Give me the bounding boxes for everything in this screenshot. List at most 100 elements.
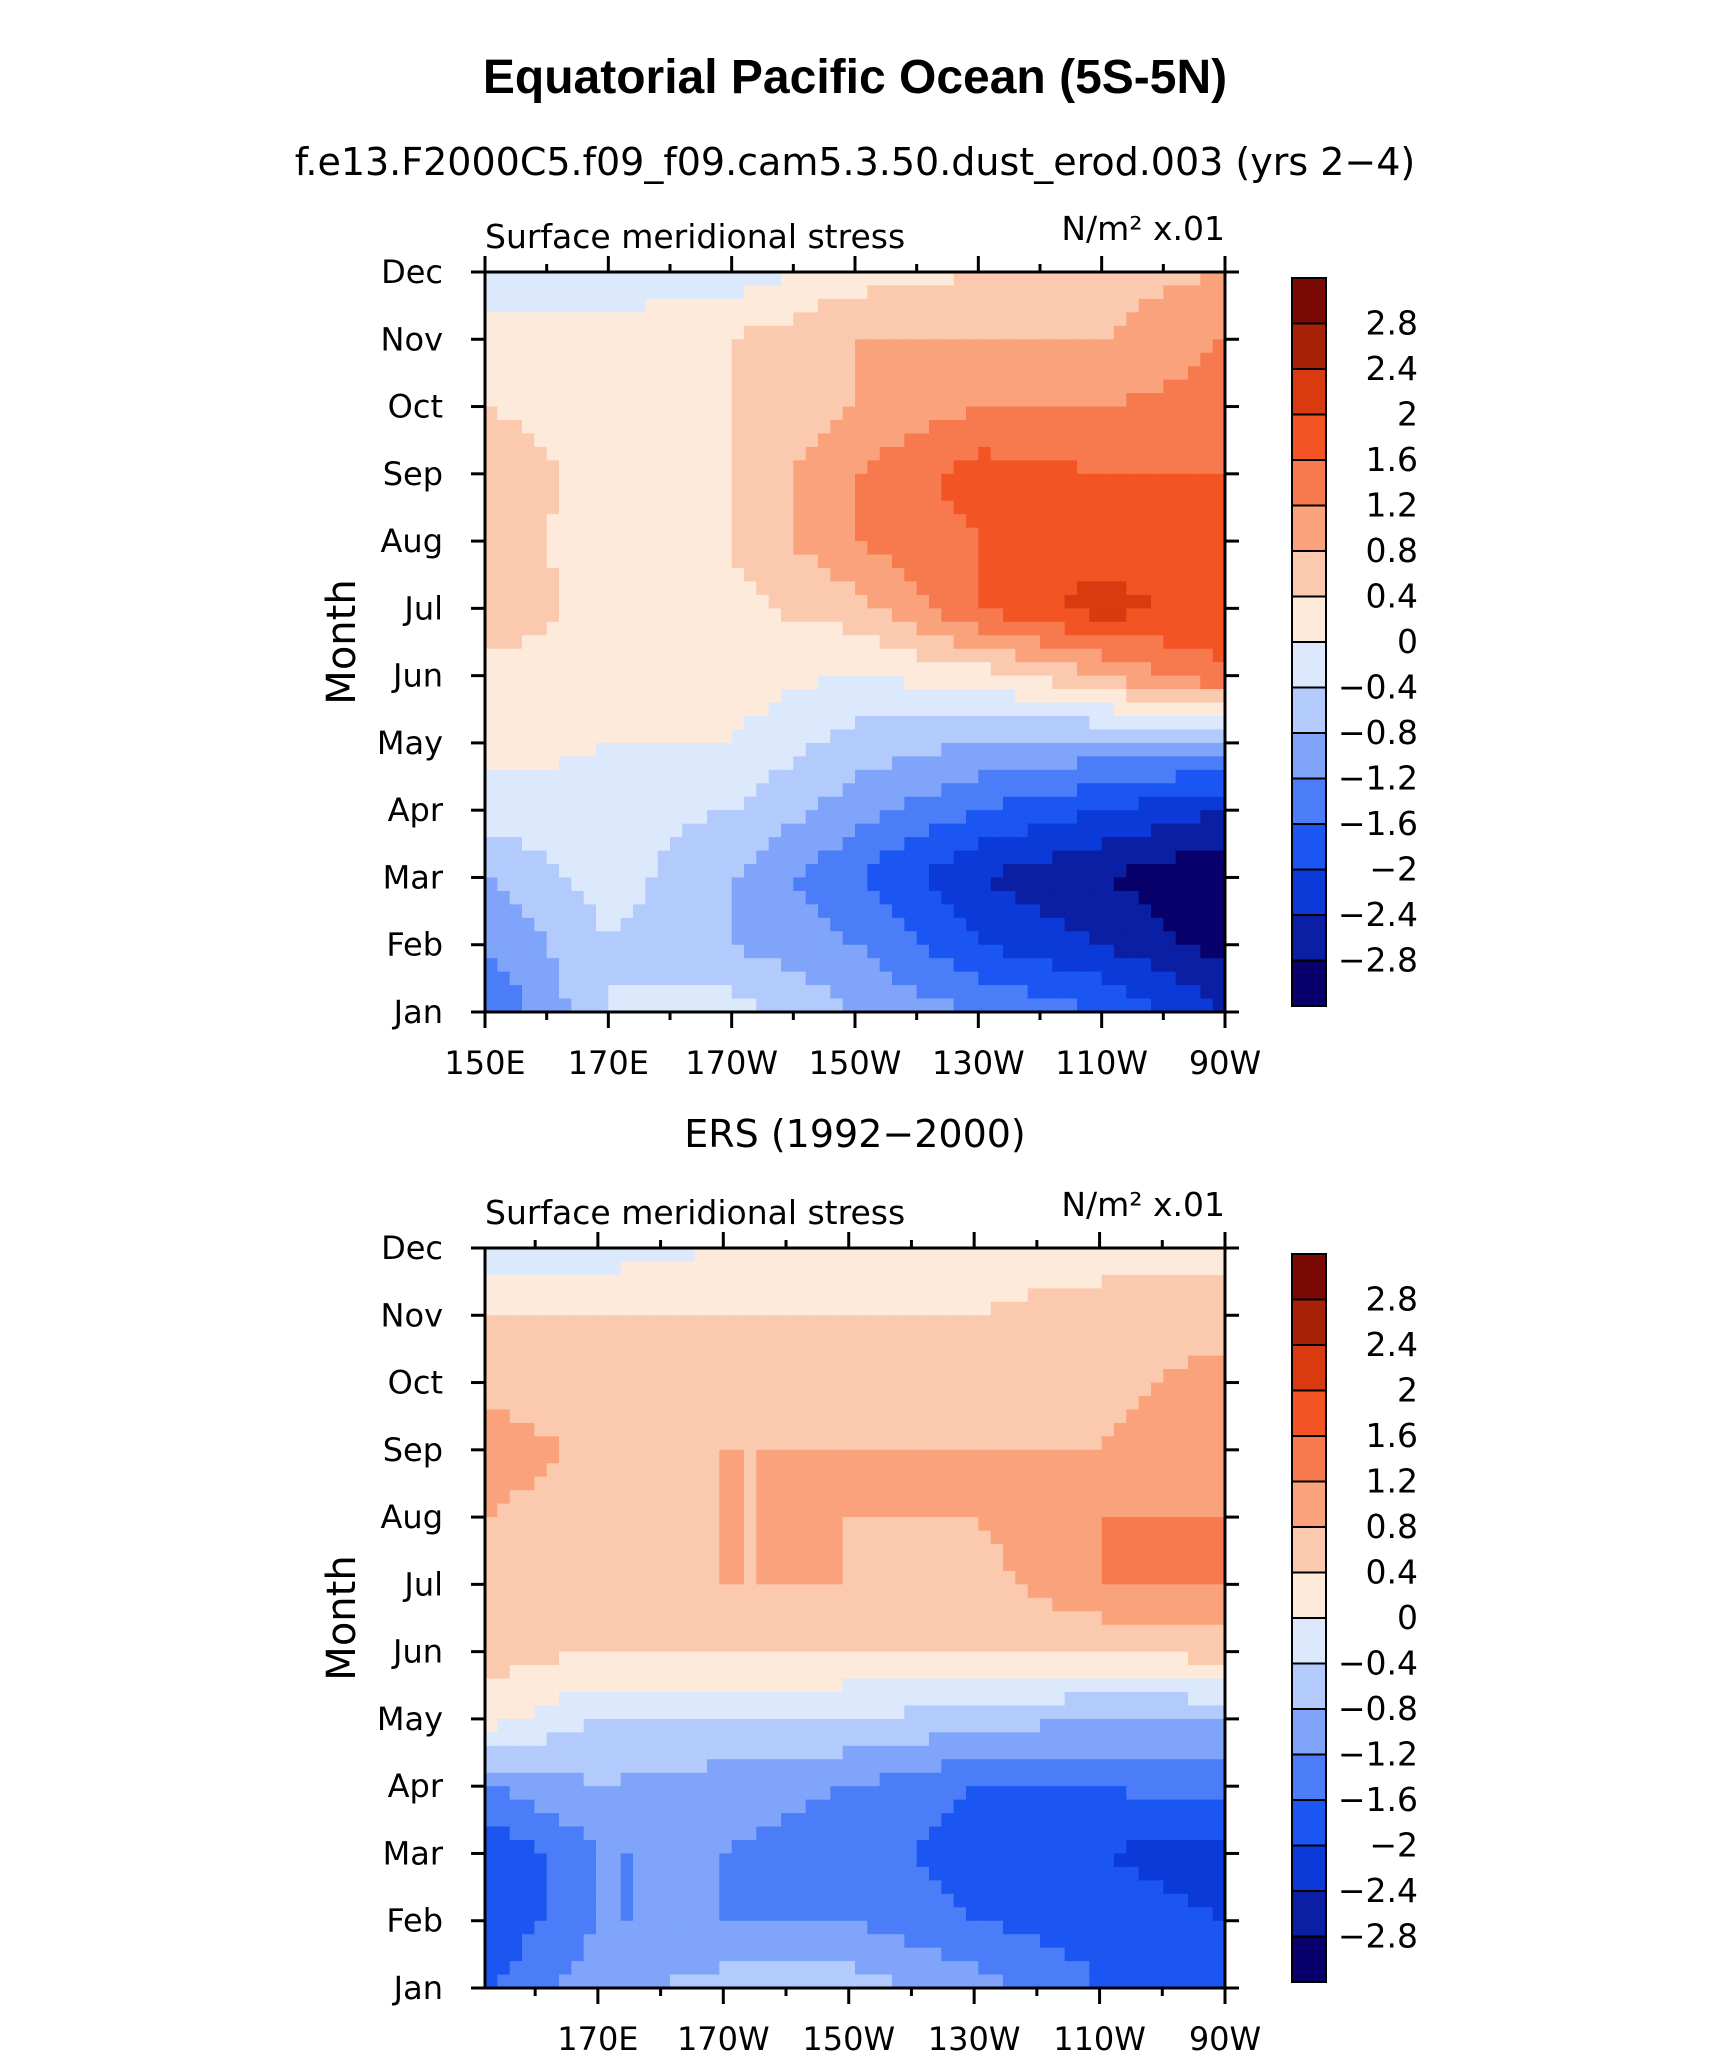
heatmap-cell: [1101, 904, 1115, 919]
heatmap-cell: [830, 742, 844, 757]
heatmap-cell: [1027, 500, 1041, 515]
heatmap-cell: [1089, 931, 1103, 946]
heatmap-cell: [583, 272, 597, 287]
heatmap-cell: [1003, 729, 1016, 744]
heatmap-cell: [966, 742, 979, 757]
heatmap-cell: [1212, 1530, 1226, 1545]
heatmap-cell: [1052, 312, 1066, 327]
heatmap-cell: [731, 352, 745, 367]
heatmap-cell: [546, 1463, 560, 1478]
heatmap-cell: [744, 998, 757, 1013]
heatmap-cell: [682, 433, 696, 448]
heatmap-cell: [744, 420, 757, 435]
heatmap-cell: [830, 756, 844, 771]
heatmap-cell: [1175, 1517, 1189, 1532]
heatmap-cell: [571, 769, 585, 784]
heatmap-cell: [670, 958, 683, 973]
heatmap-cell: [608, 393, 622, 408]
heatmap-cell: [879, 1355, 893, 1370]
heatmap-cell: [805, 998, 819, 1013]
heatmap-cell: [645, 621, 659, 636]
heatmap-cell: [793, 1396, 807, 1411]
heatmap-cell: [522, 1463, 535, 1478]
heatmap-cell: [497, 325, 511, 340]
heatmap-cell: [534, 1449, 548, 1464]
heatmap-cell: [1114, 1422, 1127, 1437]
heatmap-cell: [583, 1261, 597, 1276]
heatmap-cell: [657, 500, 671, 515]
heatmap-cell: [497, 1396, 511, 1411]
heatmap-cell: [768, 325, 782, 340]
heatmap-cell: [1114, 568, 1127, 583]
heatmap-cell: [633, 998, 646, 1013]
heatmap-cell: [509, 1449, 523, 1464]
heatmap-cell: [1077, 837, 1090, 852]
heatmap-cell: [1027, 1570, 1041, 1585]
heatmap-cell: [805, 944, 819, 959]
heatmap-cell: [941, 1315, 955, 1330]
heatmap-cell: [1114, 339, 1127, 354]
heatmap-cell: [1027, 1369, 1041, 1384]
heatmap-cell: [1101, 1342, 1115, 1357]
heatmap-cell: [756, 729, 770, 744]
heatmap-cell: [1040, 662, 1053, 677]
heatmap-cell: [966, 904, 979, 919]
heatmap-cell: [522, 783, 535, 798]
heatmap-cell: [633, 554, 646, 569]
heatmap-cell: [1015, 1503, 1029, 1518]
heatmap-cell: [559, 541, 572, 556]
heatmap-cell: [781, 729, 794, 744]
heatmap-cell: [916, 527, 930, 542]
heatmap-cell: [990, 594, 1004, 609]
heatmap-cell: [1077, 352, 1090, 367]
heatmap-cell: [583, 433, 597, 448]
heatmap-cell: [497, 890, 511, 905]
heatmap-cell: [1089, 864, 1103, 879]
heatmap-cell: [1101, 716, 1115, 731]
heatmap-cell: [1126, 568, 1140, 583]
heatmap-cell: [682, 352, 696, 367]
heatmap-cell: [1163, 366, 1177, 381]
heatmap-cell: [657, 648, 671, 663]
heatmap-cell: [1064, 810, 1078, 825]
heatmap-cell: [966, 1288, 979, 1303]
heatmap-cell: [805, 1557, 819, 1572]
heatmap-cell: [966, 1355, 979, 1370]
y-tick-label: Feb: [386, 926, 443, 964]
heatmap-cell: [768, 1301, 782, 1316]
y-tick-label: Jan: [392, 993, 443, 1031]
heatmap-cell: [1064, 1422, 1078, 1437]
heatmap-cell: [855, 1544, 868, 1559]
heatmap-cell: [620, 1517, 634, 1532]
heatmap-cell: [892, 1544, 905, 1559]
heatmap-cell: [485, 635, 498, 650]
heatmap-cell: [879, 702, 893, 717]
heatmap-cell: [978, 756, 992, 771]
heatmap-cell: [1138, 554, 1152, 569]
heatmap-cell: [892, 446, 905, 461]
heatmap-cell: [620, 796, 634, 811]
heatmap-cell: [756, 366, 770, 381]
heatmap-cell: [818, 1449, 831, 1464]
heatmap-cell: [830, 1449, 844, 1464]
heatmap-cell: [842, 1557, 856, 1572]
heatmap-cell: [1114, 621, 1127, 636]
heatmap-cell: [793, 420, 807, 435]
heatmap-cell: [1114, 1490, 1127, 1505]
heatmap-cell: [509, 554, 523, 569]
heatmap-cell: [719, 446, 733, 461]
heatmap-cell: [645, 366, 659, 381]
heatmap-cell: [855, 850, 868, 865]
heatmap-cell: [485, 298, 498, 313]
heatmap-cell: [608, 998, 622, 1013]
heatmap-cell: [929, 1530, 942, 1545]
heatmap-cell: [892, 635, 905, 650]
heatmap-cell: [534, 890, 548, 905]
heatmap-cell: [608, 716, 622, 731]
heatmap-cell: [657, 325, 671, 340]
heatmap-cell: [719, 433, 733, 448]
heatmap-cell: [1212, 1517, 1226, 1532]
heatmap-cell: [1138, 917, 1152, 932]
heatmap-cell: [830, 325, 844, 340]
heatmap-cell: [1188, 971, 1201, 986]
